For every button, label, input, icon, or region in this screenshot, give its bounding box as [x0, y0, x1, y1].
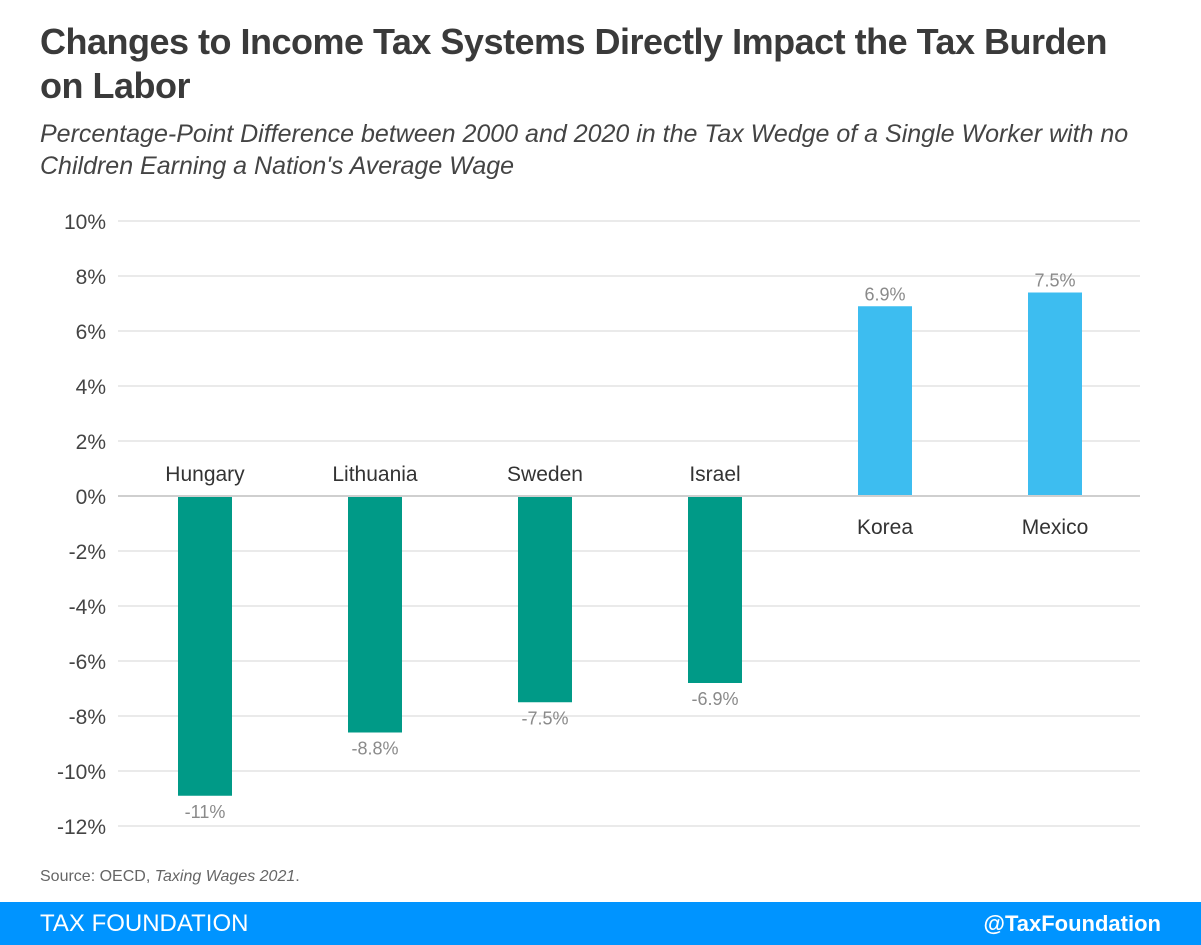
y-tick-label: 6%: [76, 321, 106, 344]
y-tick-label: 4%: [76, 376, 106, 399]
y-tick-label: 10%: [64, 211, 106, 234]
bar-hungary: [178, 496, 232, 796]
chart-subtitle: Percentage-Point Difference between 2000…: [40, 120, 1129, 180]
bar-sweden: [518, 496, 572, 703]
category-label: Lithuania: [332, 463, 418, 486]
category-label: Israel: [689, 463, 740, 486]
category-label: Mexico: [1022, 516, 1089, 539]
source-suffix: .: [295, 868, 300, 885]
y-tick-label: -2%: [69, 541, 106, 564]
y-tick-label: -12%: [57, 816, 106, 839]
bar-korea: [858, 306, 912, 496]
y-tick-label: -10%: [57, 761, 106, 784]
y-tick-label: -8%: [69, 706, 106, 729]
bar-israel: [688, 496, 742, 683]
y-tick-label: -6%: [69, 651, 106, 674]
source-note: Source: OECD, Taxing Wages 2021.: [40, 868, 300, 886]
bar-lithuania: [348, 496, 402, 733]
category-label: Korea: [857, 516, 913, 539]
data-label: -11%: [185, 802, 226, 822]
data-label: 6.9%: [864, 284, 905, 304]
data-label: -8.8%: [351, 739, 398, 759]
data-label: 7.5%: [1034, 271, 1075, 291]
footer-handle[interactable]: @TaxFoundation: [983, 911, 1161, 936]
y-tick-label: 0%: [76, 486, 106, 509]
footer-bar: TAX FOUNDATION @TaxFoundation: [0, 902, 1201, 945]
footer-brand: TAX FOUNDATION: [40, 910, 249, 937]
y-tick-label: 2%: [76, 431, 106, 454]
category-label: Sweden: [507, 463, 583, 486]
data-label: -6.9%: [691, 689, 738, 709]
y-tick-label: 8%: [76, 266, 106, 289]
source-title: Taxing Wages 2021: [154, 868, 296, 885]
y-tick-label: -4%: [69, 596, 106, 619]
source-prefix: Source: OECD,: [40, 868, 155, 885]
bar-mexico: [1028, 292, 1082, 496]
chart-title: Changes to Income Tax Systems Directly I…: [40, 21, 1107, 106]
data-label: -7.5%: [521, 708, 568, 728]
category-label: Hungary: [165, 463, 245, 486]
